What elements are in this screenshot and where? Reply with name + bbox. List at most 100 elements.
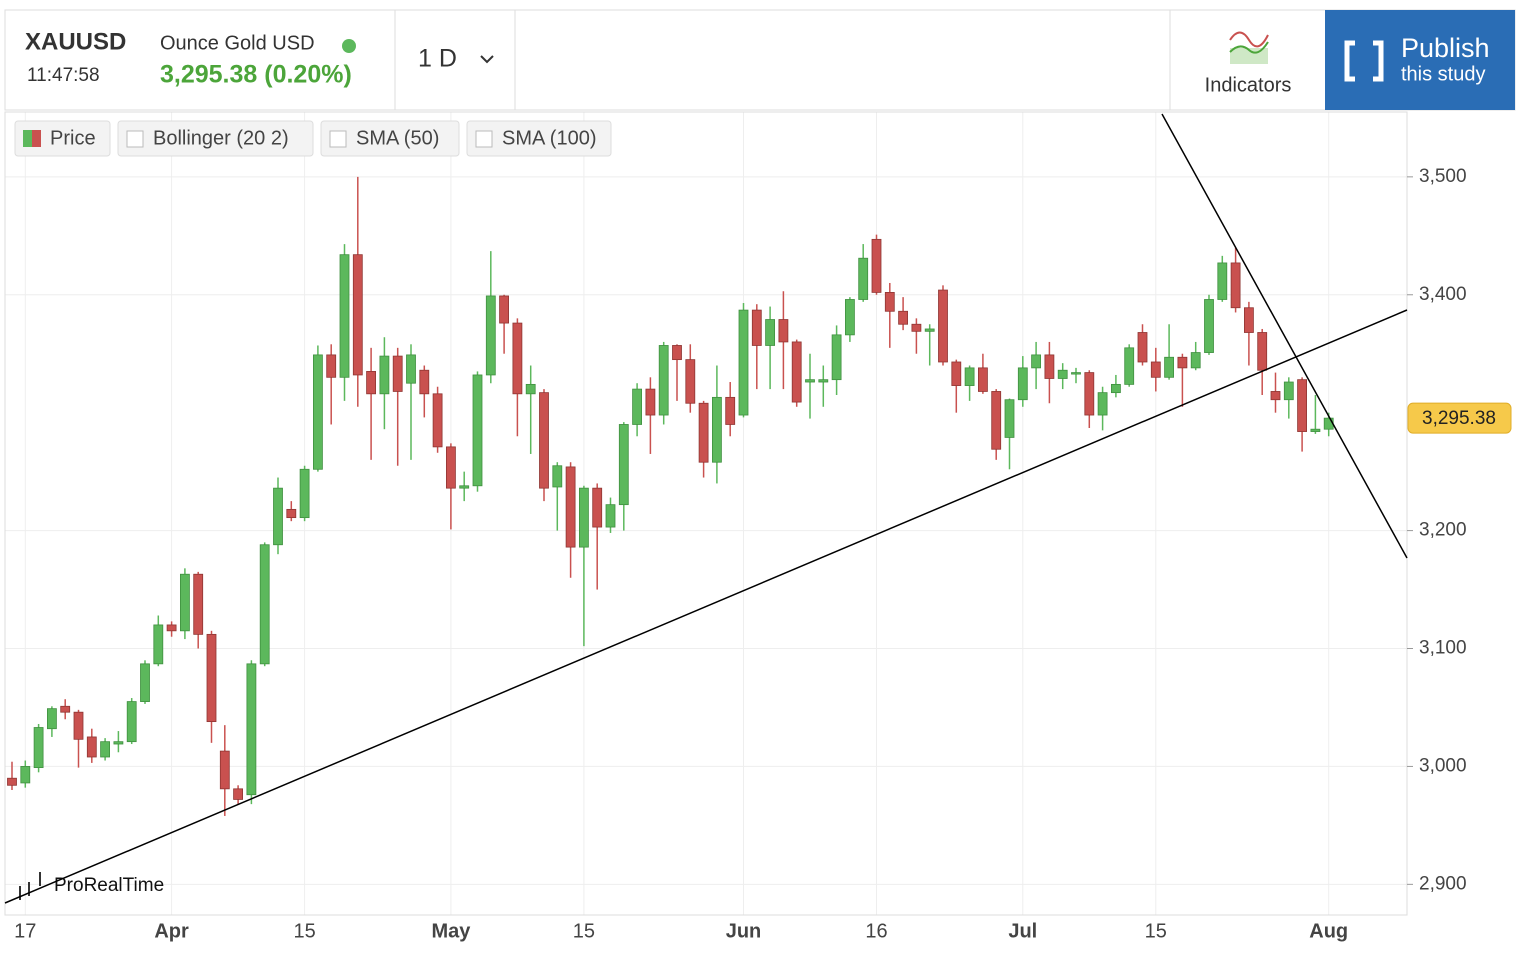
price: 3,295.38 (0.20%) <box>160 61 352 89</box>
candle-body <box>499 295 510 324</box>
interval[interactable]: 1 D <box>418 45 457 73</box>
candle-body <box>47 708 57 730</box>
candle-body <box>938 289 948 363</box>
candle-body <box>1057 369 1068 379</box>
legend-item[interactable] <box>320 120 460 157</box>
candle-body <box>964 367 975 386</box>
candle-body <box>592 487 603 528</box>
candle-body <box>206 633 217 723</box>
indicators-icon[interactable] <box>1229 31 1269 65</box>
candle-body <box>233 788 244 800</box>
candle-body <box>1004 399 1015 438</box>
symbol: XAUUSD <box>25 28 126 55</box>
candle-body <box>406 354 416 384</box>
candle-body <box>20 766 31 784</box>
candle-body <box>858 257 869 300</box>
candle-body <box>632 388 642 425</box>
candle-body <box>1111 383 1121 394</box>
candle-body <box>738 309 749 416</box>
watermark: ProRealTime <box>19 872 164 900</box>
candle-body <box>1190 352 1201 369</box>
candle-body <box>166 624 177 632</box>
y-tick-label: 3,500 <box>1419 166 1467 187</box>
publish-icon <box>1344 40 1384 82</box>
y-tick-label: 3,400 <box>1419 284 1467 305</box>
candle-body <box>100 741 110 758</box>
x-tick-label: Apr <box>154 920 189 942</box>
candle-body <box>259 544 270 665</box>
candle-body <box>1283 381 1294 401</box>
x-tick-label: 15 <box>1145 920 1167 942</box>
candle-body <box>1150 361 1161 378</box>
candle-body <box>339 254 350 378</box>
candle-body <box>565 466 576 548</box>
candle-body <box>712 396 722 463</box>
x-tick-label: 15 <box>293 920 315 942</box>
candle-body <box>126 701 137 743</box>
candle-body <box>1217 262 1228 300</box>
candle-body <box>312 354 323 470</box>
candle-body <box>1031 354 1041 369</box>
candle-body <box>459 485 470 489</box>
publish-sub[interactable]: this study <box>1401 63 1485 85</box>
dropdown-arrow[interactable] <box>480 55 494 64</box>
publish-label[interactable]: Publish <box>1401 33 1490 63</box>
candle-body <box>60 705 71 713</box>
x-tick-label: Jul <box>1008 920 1037 942</box>
candle-body <box>765 319 775 346</box>
candle-body <box>884 292 895 312</box>
candle-body <box>911 323 922 332</box>
candle-body <box>1017 367 1028 401</box>
candle-body <box>951 361 962 386</box>
candle-body <box>924 328 935 332</box>
candle-body <box>1071 372 1081 375</box>
legend-item[interactable] <box>117 120 314 157</box>
y-tick-label: 3,100 <box>1419 638 1467 659</box>
candle-body <box>978 367 988 392</box>
candle-body <box>525 383 536 395</box>
y-tick-label: 3,200 <box>1419 520 1467 541</box>
legend-item[interactable] <box>466 120 612 157</box>
candle-body <box>791 341 802 403</box>
candle-body <box>1097 392 1108 416</box>
candle-body <box>113 741 124 745</box>
indicators-button[interactable]: Indicators <box>1205 74 1292 96</box>
candle-body <box>645 388 656 416</box>
candle-body <box>778 319 789 343</box>
candle-body <box>485 295 496 376</box>
candle-body <box>1164 356 1174 378</box>
instrument-name: Ounce Gold USD <box>160 32 315 54</box>
candle-body <box>698 402 709 463</box>
candle-body <box>512 322 523 395</box>
candle-body <box>1137 332 1148 363</box>
candle-body <box>1270 391 1281 401</box>
candle-body <box>1323 417 1334 430</box>
candle-body <box>352 254 363 376</box>
candle-body <box>179 573 190 632</box>
candle-body <box>1310 428 1321 432</box>
x-tick-label: 15 <box>573 920 595 942</box>
x-tick-label: 16 <box>865 920 887 942</box>
y-tick-label: 3,000 <box>1419 755 1467 776</box>
candle-body <box>193 573 204 635</box>
candle-body <box>219 750 230 790</box>
legend-checkbox <box>329 130 347 148</box>
legend-item[interactable] <box>14 120 111 157</box>
candle-body <box>672 345 682 361</box>
candle-body <box>618 424 629 506</box>
candle-body <box>432 393 443 448</box>
legend-label: SMA (50) <box>356 127 439 149</box>
candle-body <box>73 711 84 740</box>
legend-label: Price <box>50 127 96 149</box>
candle-body <box>552 465 563 488</box>
plot-frame <box>4 111 1408 916</box>
watermark-text: ProRealTime <box>54 875 164 896</box>
candle-body <box>1297 379 1307 432</box>
publish-button[interactable] <box>1325 10 1515 110</box>
candle-body <box>392 355 403 392</box>
candle-body <box>1230 262 1241 309</box>
candle-body <box>140 663 150 702</box>
candle-body <box>1244 307 1254 333</box>
legend-checkbox <box>475 130 493 148</box>
